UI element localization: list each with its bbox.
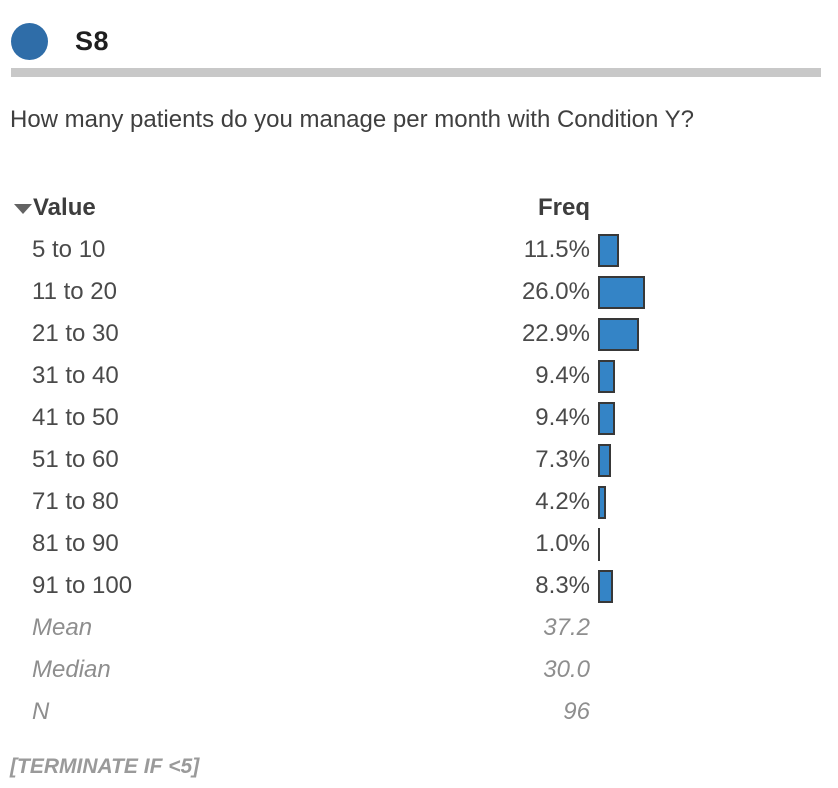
stat-row-mean: Mean 37.2 bbox=[32, 607, 838, 649]
question-id: S8 bbox=[75, 26, 110, 56]
row-value: 41 to 50 bbox=[32, 404, 119, 431]
termination-note: [TERMINATE IF <5] bbox=[10, 755, 200, 778]
stat-value: 96 bbox=[563, 698, 590, 725]
row-freq: 8.3% bbox=[535, 572, 590, 599]
row-value: 51 to 60 bbox=[32, 446, 119, 473]
stat-label: Median bbox=[32, 656, 111, 683]
row-value: 31 to 40 bbox=[32, 362, 119, 389]
row-freq: 11.5% bbox=[523, 236, 590, 263]
table-row: 5 to 10 11.5% bbox=[32, 229, 838, 271]
row-freq: 22.9% bbox=[521, 320, 590, 347]
stat-label: Mean bbox=[32, 614, 93, 641]
stat-row-n: N 96 bbox=[32, 691, 838, 733]
freq-bar bbox=[598, 359, 615, 393]
freq-bar bbox=[598, 485, 606, 519]
stat-label: N bbox=[32, 698, 50, 725]
freq-bar bbox=[598, 233, 619, 267]
stat-row-median: Median 30.0 bbox=[32, 649, 838, 691]
question-text: How many patients do you manage per mont… bbox=[10, 106, 694, 133]
column-header-value[interactable]: Value bbox=[14, 194, 492, 222]
table-row: 51 to 60 7.3% bbox=[32, 439, 838, 481]
freq-bar bbox=[598, 275, 645, 309]
sort-descending-icon[interactable] bbox=[14, 204, 32, 214]
freq-bar bbox=[598, 527, 600, 561]
column-header-value-label: Value bbox=[33, 194, 96, 221]
row-freq: 26.0% bbox=[521, 278, 590, 305]
table-header-row: Value Freq bbox=[14, 187, 838, 229]
freq-bar bbox=[598, 443, 612, 477]
question-badge-circle-icon bbox=[11, 23, 48, 60]
freq-bar bbox=[598, 317, 640, 351]
table-row: 71 to 80 4.2% bbox=[32, 481, 838, 523]
header: S8 bbox=[0, 0, 838, 60]
row-freq: 1.0% bbox=[535, 530, 590, 557]
table-row: 41 to 50 9.4% bbox=[32, 397, 838, 439]
column-header-freq[interactable]: Freq bbox=[537, 194, 590, 221]
row-value: 91 to 100 bbox=[32, 572, 133, 599]
divider bbox=[11, 68, 821, 77]
stat-value: 37.2 bbox=[543, 614, 590, 641]
row-freq: 9.4% bbox=[535, 362, 590, 389]
freq-bar bbox=[598, 401, 615, 435]
freq-bar bbox=[598, 569, 613, 603]
table-row: 21 to 30 22.9% bbox=[32, 313, 838, 355]
row-value: 11 to 20 bbox=[32, 278, 117, 305]
row-freq: 7.3% bbox=[535, 446, 590, 473]
table-row: 31 to 40 9.4% bbox=[32, 355, 838, 397]
stat-value: 30.0 bbox=[543, 656, 590, 683]
table-row: 81 to 90 1.0% bbox=[32, 523, 838, 565]
row-value: 21 to 30 bbox=[32, 320, 119, 347]
row-freq: 9.4% bbox=[535, 404, 590, 431]
table-row: 91 to 100 8.3% bbox=[32, 565, 838, 607]
row-value: 5 to 10 bbox=[32, 236, 106, 263]
table-row: 11 to 20 26.0% bbox=[32, 271, 838, 313]
row-freq: 4.2% bbox=[535, 488, 590, 515]
frequency-table: Value Freq 5 to 10 11.5% 11 to 20 26.0% … bbox=[0, 187, 838, 733]
row-value: 71 to 80 bbox=[32, 488, 119, 515]
row-value: 81 to 90 bbox=[32, 530, 119, 557]
